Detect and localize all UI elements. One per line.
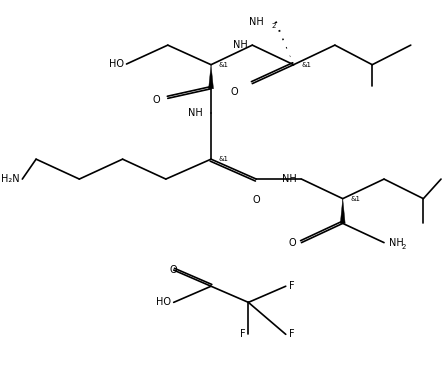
Text: O: O	[289, 238, 296, 248]
Text: &1: &1	[350, 196, 361, 202]
Text: O: O	[253, 195, 260, 205]
Text: O: O	[170, 265, 178, 275]
Text: NH: NH	[282, 174, 296, 184]
Text: &1: &1	[301, 62, 311, 68]
Text: HO: HO	[156, 297, 171, 307]
Text: F: F	[289, 281, 294, 291]
Text: F: F	[240, 329, 245, 339]
Text: NH: NH	[389, 238, 404, 248]
Text: O: O	[152, 95, 160, 105]
Text: 2: 2	[271, 23, 276, 29]
Text: &1: &1	[219, 156, 229, 162]
Text: H₂N: H₂N	[1, 174, 19, 184]
Polygon shape	[209, 65, 214, 89]
Text: NH: NH	[188, 108, 203, 118]
Text: HO: HO	[109, 59, 124, 69]
Text: 2: 2	[402, 243, 406, 250]
Text: O: O	[231, 87, 238, 97]
Text: &1: &1	[219, 62, 229, 68]
Text: NH: NH	[233, 40, 248, 50]
Text: F: F	[289, 329, 294, 339]
Polygon shape	[340, 199, 345, 223]
Text: NH: NH	[249, 17, 264, 27]
